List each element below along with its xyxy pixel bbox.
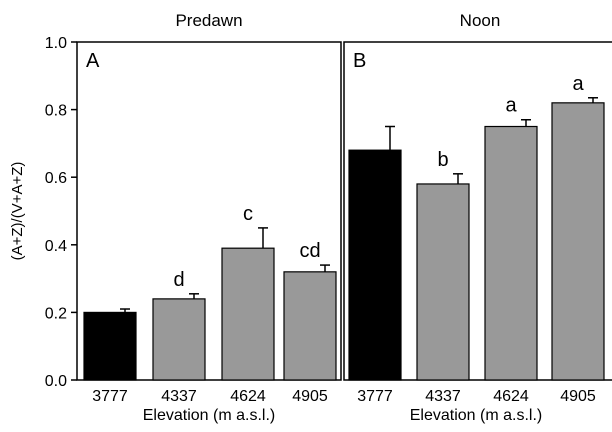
significance-letter: d xyxy=(173,269,184,291)
panel-b-frame xyxy=(343,41,612,381)
panel-b-title: Noon xyxy=(460,11,501,30)
panel-b: Noon B Elevation (m a.s.l.) 3777 b 4337 a 46… xyxy=(343,11,612,424)
x-tick-label: 4624 xyxy=(230,388,266,405)
panel-a-bars: 3777 d 4337 c 4624 cd 4905 xyxy=(83,203,337,405)
bar xyxy=(283,271,337,381)
y-axis-ticks: 0.0 0.2 0.4 0.6 0.8 1.0 xyxy=(45,35,77,390)
panel-b-label: B xyxy=(353,50,366,72)
x-tick-label: 4905 xyxy=(560,388,596,405)
x-tick-label: 3777 xyxy=(357,388,393,405)
bar xyxy=(551,102,605,381)
y-tick-label: 1.0 xyxy=(45,35,67,52)
y-tick-label: 0.6 xyxy=(45,170,67,187)
significance-letter: b xyxy=(437,149,448,171)
y-axis-label: (A+Z)/(V+A+Z) xyxy=(9,162,26,261)
significance-letter: a xyxy=(572,73,584,95)
panel-a-frame xyxy=(76,41,342,381)
bar xyxy=(348,149,402,381)
panel-a-label: A xyxy=(86,50,100,72)
significance-letter: cd xyxy=(299,240,320,262)
bar xyxy=(152,298,206,381)
y-tick-label: 0.0 xyxy=(45,373,67,390)
bar xyxy=(83,311,137,381)
x-tick-label: 4624 xyxy=(493,388,529,405)
bar xyxy=(484,125,538,381)
panel-a-title: Predawn xyxy=(175,11,242,30)
panel-a: Predawn A Elevation (m a.s.l.) (A+Z)/(V+… xyxy=(9,11,342,424)
significance-letter: c xyxy=(243,203,253,225)
significance-letter: a xyxy=(505,95,517,117)
x-tick-label: 3777 xyxy=(92,388,128,405)
panel-b-xlabel: Elevation (m a.s.l.) xyxy=(410,407,542,424)
panel-a-xlabel: Elevation (m a.s.l.) xyxy=(143,407,275,424)
bar xyxy=(221,247,275,381)
x-tick-label: 4337 xyxy=(161,388,197,405)
y-tick-label: 0.8 xyxy=(45,103,67,120)
x-tick-label: 4905 xyxy=(292,388,328,405)
panel-b-bars: 3777 b 4337 a 4624 a 4905 xyxy=(348,73,605,405)
y-tick-label: 0.2 xyxy=(45,305,67,322)
y-tick-label: 0.4 xyxy=(45,238,67,255)
bar xyxy=(416,183,470,381)
x-tick-label: 4337 xyxy=(425,388,461,405)
